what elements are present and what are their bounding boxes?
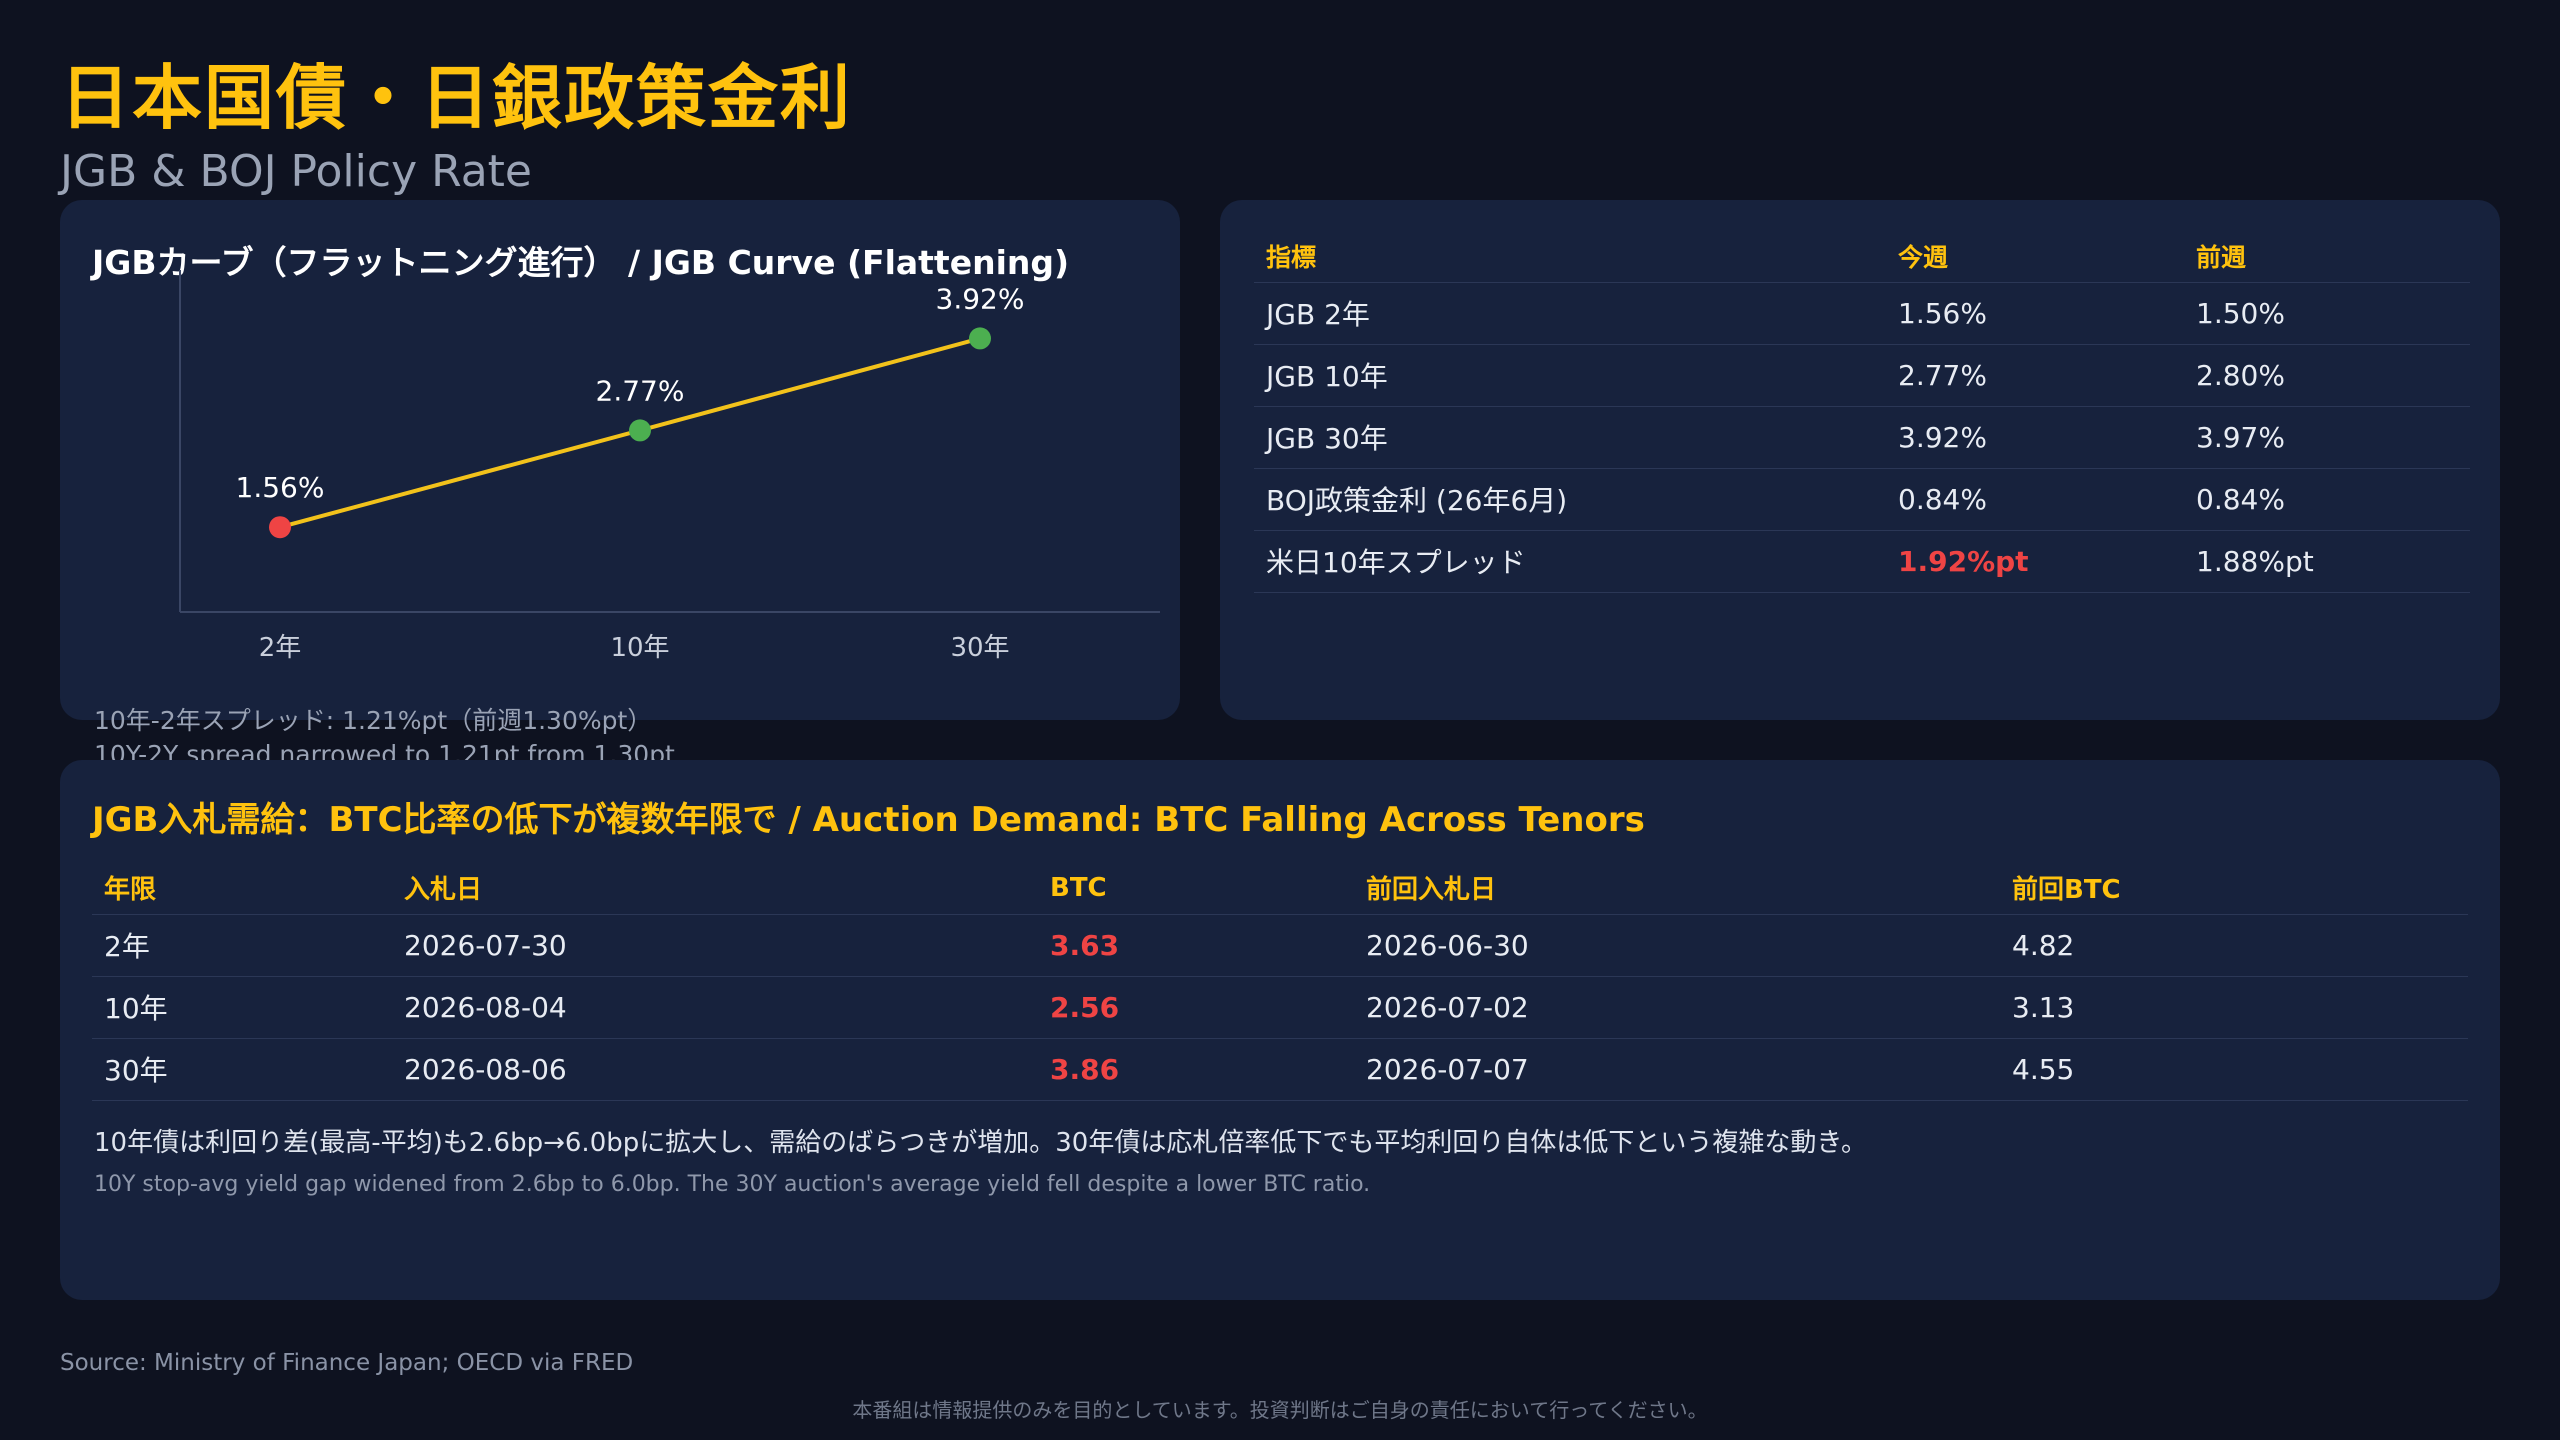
kpi-row: 米日10年スプレッド 1.92%pt 1.88%pt (1254, 530, 2470, 593)
auction-btc: 2.56 (1038, 976, 1354, 1039)
kpi-header-indicator: 指標 (1254, 230, 1886, 283)
auction-prev-btc: 3.13 (2000, 976, 2468, 1039)
kpi-name: BOJ政策金利 (26年6月) (1254, 468, 1886, 531)
kpi-current: 2.77% (1886, 344, 2184, 407)
auction-date: 2026-08-04 (392, 976, 1038, 1039)
kpi-row: JGB 2年 1.56% 1.50% (1254, 282, 2470, 345)
kpi-previous: 3.97% (2184, 406, 2470, 469)
curve-data-label-1: 2.77% (596, 374, 685, 407)
jgb-curve-panel: JGBカーブ（フラットニング進行） / JGB Curve (Flattenin… (60, 200, 1180, 720)
auction-prev-date: 2026-06-30 (1354, 914, 2000, 977)
auction-panel: JGB入札需給：BTC比率の低下が複数年限で / Auction Demand:… (60, 760, 2500, 1300)
kpi-row: JGB 30年 3.92% 3.97% (1254, 406, 2470, 469)
auction-row: 30年 2026-08-06 3.86 2026-07-07 4.55 (92, 1038, 2468, 1101)
kpi-current: 0.84% (1886, 468, 2184, 531)
auction-title: JGB入札需給：BTC比率の低下が複数年限で / Auction Demand:… (92, 800, 1645, 840)
auction-btc: 3.63 (1038, 914, 1354, 977)
auction-table: 年限 入札日 BTC 前回入札日 前回BTC 2年 2026-07-30 3.6… (92, 862, 2468, 1101)
auction-prev-btc: 4.55 (2000, 1038, 2468, 1101)
kpi-name: JGB 2年 (1254, 282, 1886, 345)
curve-notes: 10年-2年スプレッド: 1.21%pt（前週1.30%pt） 10Y-2Y s… (94, 704, 1174, 766)
kpi-row: JGB 10年 2.77% 2.80% (1254, 344, 2470, 407)
kpi-previous: 2.80% (2184, 344, 2470, 407)
kpi-name: JGB 10年 (1254, 344, 1886, 407)
kpi-row: BOJ政策金利 (26年6月) 0.84% 0.84% (1254, 468, 2470, 531)
kpi-previous: 1.50% (2184, 282, 2470, 345)
kpi-current: 3.92% (1886, 406, 2184, 469)
auction-header-row: 年限 入札日 BTC 前回入札日 前回BTC (92, 862, 2468, 915)
auction-header-btc: BTC (1038, 862, 1354, 915)
page-title: 日本国債・日銀政策金利 (60, 57, 852, 139)
kpi-current-highlight: 1.92%pt (1886, 530, 2184, 593)
kpi-panel: 指標 今週 前週 JGB 2年 1.56% 1.50% JGB 10年 2.77… (1220, 200, 2500, 720)
auction-date: 2026-07-30 (392, 914, 1038, 977)
curve-data-label-2: 3.92% (936, 282, 1025, 315)
kpi-header-current: 今週 (1886, 230, 2184, 283)
disclaimer: 本番組は情報提供のみを目的としています。投資判断はご自身の責任において行ってくだ… (852, 1398, 1708, 1422)
curve-chart-title: JGBカーブ（フラットニング進行） / JGB Curve (Flattenin… (92, 243, 1070, 282)
kpi-previous: 1.88%pt (2184, 530, 2470, 593)
auction-row: 2年 2026-07-30 3.63 2026-06-30 4.82 (92, 914, 2468, 977)
kpi-header-row: 指標 今週 前週 (1254, 230, 2470, 283)
jgb-curve-chart: 1.56% 2年 2.77% 10年 3.92% 30年 (179, 270, 1160, 663)
auction-btc: 3.86 (1038, 1038, 1354, 1101)
auction-header-date: 入札日 (392, 862, 1038, 915)
auction-row: 10年 2026-08-04 2.56 2026-07-02 3.13 (92, 976, 2468, 1039)
kpi-current: 1.56% (1886, 282, 2184, 345)
kpi-table: 指標 今週 前週 JGB 2年 1.56% 1.50% JGB 10年 2.77… (1254, 230, 2470, 593)
auction-date: 2026-08-06 (392, 1038, 1038, 1101)
curve-data-label-0: 1.56% (236, 471, 325, 504)
curve-point-0 (269, 516, 291, 539)
curve-point-2 (969, 327, 991, 350)
curve-note-jp: 10年-2年スプレッド: 1.21%pt（前週1.30%pt） (94, 706, 653, 735)
auction-header-tenor: 年限 (92, 862, 392, 915)
kpi-name: 米日10年スプレッド (1254, 530, 1886, 593)
auction-note-jp: 10年債は利回り差(最高-平均)も2.6bp→6.0bpに拡大し、需給のばらつき… (94, 1128, 1868, 1158)
auction-header-prev-date: 前回入札日 (1354, 862, 2000, 915)
auction-prev-btc: 4.82 (2000, 914, 2468, 977)
kpi-header-previous: 前週 (2184, 230, 2470, 283)
auction-tenor: 30年 (92, 1038, 392, 1101)
page-subtitle: JGB & BOJ Policy Rate (60, 146, 532, 197)
auction-prev-date: 2026-07-07 (1354, 1038, 2000, 1101)
auction-prev-date: 2026-07-02 (1354, 976, 2000, 1039)
kpi-name: JGB 30年 (1254, 406, 1886, 469)
kpi-previous: 0.84% (2184, 468, 2470, 531)
source-note: Source: Ministry of Finance Japan; OECD … (60, 1350, 634, 1376)
x-tick-label-1: 10年 (610, 633, 669, 663)
x-tick-label-2: 30年 (950, 633, 1009, 663)
auction-note-en: 10Y stop-avg yield gap widened from 2.6b… (94, 1172, 1371, 1197)
auction-tenor: 2年 (92, 914, 392, 977)
x-tick-label-0: 2年 (259, 633, 302, 663)
auction-tenor: 10年 (92, 976, 392, 1039)
auction-header-prev-btc: 前回BTC (2000, 862, 2468, 915)
curve-point-1 (629, 419, 651, 442)
